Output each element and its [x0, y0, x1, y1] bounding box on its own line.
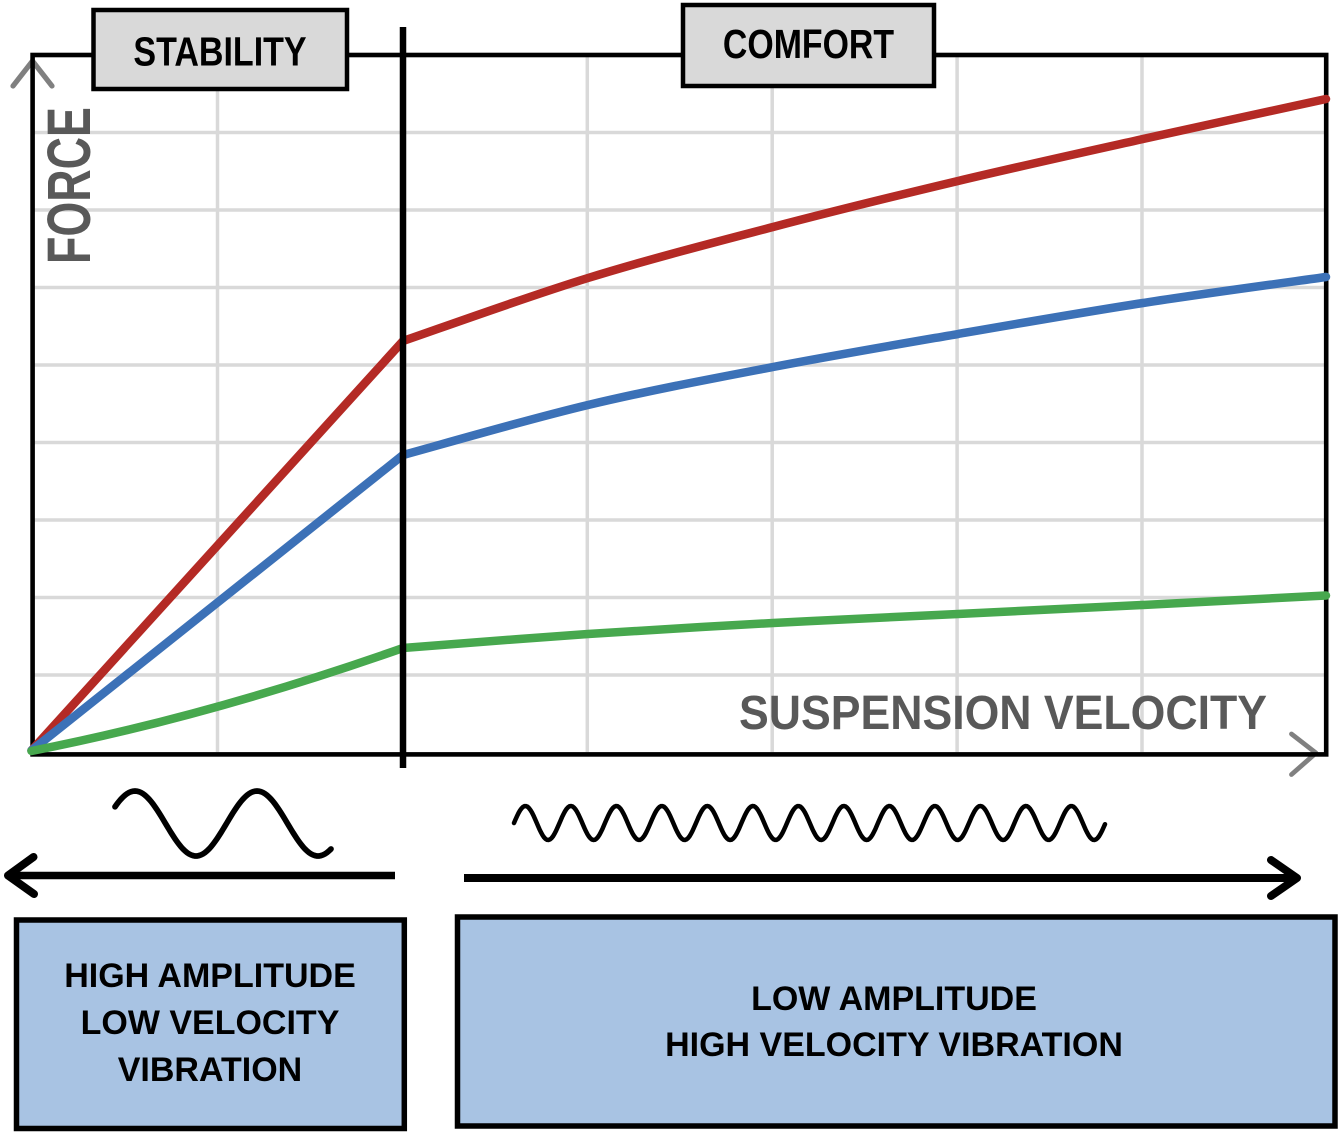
svg-text:LOW VELOCITY: LOW VELOCITY	[81, 1004, 340, 1042]
svg-text:SUSPENSION VELOCITY: SUSPENSION VELOCITY	[739, 685, 1267, 739]
svg-text:STABILITY: STABILITY	[133, 29, 306, 75]
svg-text:VIBRATION: VIBRATION	[118, 1051, 302, 1089]
svg-text:LOW AMPLITUDE: LOW AMPLITUDE	[751, 980, 1037, 1018]
svg-text:FORCE: FORCE	[36, 107, 103, 264]
svg-text:HIGH AMPLITUDE: HIGH AMPLITUDE	[64, 957, 356, 995]
svg-text:HIGH VELOCITY VIBRATION: HIGH VELOCITY VIBRATION	[665, 1026, 1123, 1064]
svg-text:COMFORT: COMFORT	[723, 21, 894, 67]
